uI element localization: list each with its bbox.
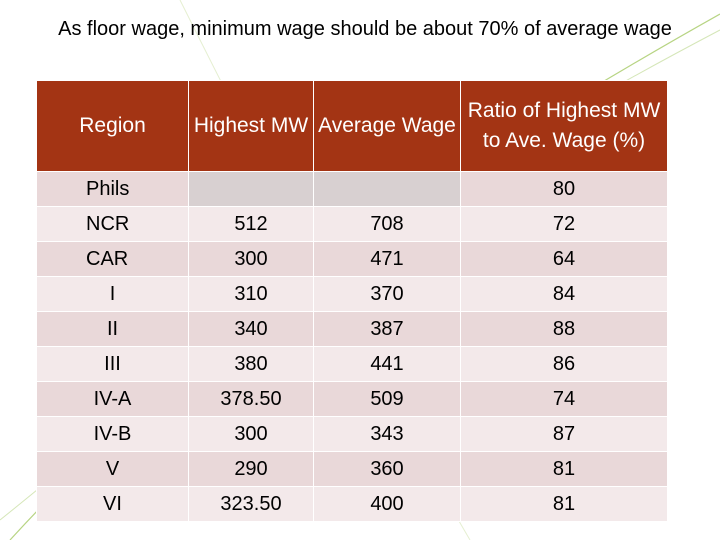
cell-highest-mw: 323.50 (188, 486, 314, 522)
cell-ratio: 87 (460, 416, 668, 452)
cell-highest-mw: 300 (188, 241, 314, 277)
slide-title: As floor wage, minimum wage should be ab… (58, 18, 672, 40)
table-row: V 290 360 81 (36, 451, 668, 487)
cell-ratio: 88 (460, 311, 668, 347)
cell-ratio: 80 (460, 171, 668, 207)
cell-region: I (36, 276, 189, 312)
table-row: VI 323.50 400 81 (36, 486, 668, 522)
cell-highest-mw: 340 (188, 311, 314, 347)
cell-ratio: 64 (460, 241, 668, 277)
table-row: IV-B 300 343 87 (36, 416, 668, 452)
cell-average-wage: 509 (313, 381, 461, 417)
cell-ratio: 81 (460, 486, 668, 522)
table-row: I 310 370 84 (36, 276, 668, 312)
table-row: NCR 512 708 72 (36, 206, 668, 242)
cell-average-wage: 370 (313, 276, 461, 312)
cell-ratio: 74 (460, 381, 668, 417)
header-region: Region (36, 80, 189, 172)
cell-region: NCR (36, 206, 189, 242)
cell-average-wage: 708 (313, 206, 461, 242)
cell-ratio: 86 (460, 346, 668, 382)
cell-average-wage: 360 (313, 451, 461, 487)
cell-average-wage: 400 (313, 486, 461, 522)
cell-highest-mw: 290 (188, 451, 314, 487)
table-header-row: Region Highest MW Average Wage Ratio of … (36, 80, 668, 172)
cell-average-wage: 471 (313, 241, 461, 277)
table-row: Phils 80 (36, 171, 668, 207)
header-average-wage: Average Wage (313, 80, 461, 172)
cell-region: II (36, 311, 189, 347)
wage-table: Region Highest MW Average Wage Ratio of … (36, 80, 668, 522)
cell-average-wage: 441 (313, 346, 461, 382)
cell-highest-mw: 300 (188, 416, 314, 452)
cell-region: III (36, 346, 189, 382)
header-highest-mw: Highest MW (188, 80, 314, 172)
cell-region: Phils (36, 171, 189, 207)
cell-region: IV-B (36, 416, 189, 452)
cell-highest-mw (188, 171, 314, 207)
cell-highest-mw: 310 (188, 276, 314, 312)
cell-ratio: 81 (460, 451, 668, 487)
cell-region: CAR (36, 241, 189, 277)
cell-highest-mw: 380 (188, 346, 314, 382)
table-row: II 340 387 88 (36, 311, 668, 347)
cell-highest-mw: 512 (188, 206, 314, 242)
cell-region: V (36, 451, 189, 487)
cell-ratio: 84 (460, 276, 668, 312)
cell-average-wage (313, 171, 461, 207)
header-ratio: Ratio of Highest MW to Ave. Wage (%) (460, 80, 668, 172)
cell-region: IV-A (36, 381, 189, 417)
cell-ratio: 72 (460, 206, 668, 242)
table-row: IV-A 378.50 509 74 (36, 381, 668, 417)
table-row: CAR 300 471 64 (36, 241, 668, 277)
cell-average-wage: 387 (313, 311, 461, 347)
cell-highest-mw: 378.50 (188, 381, 314, 417)
cell-average-wage: 343 (313, 416, 461, 452)
table-row: III 380 441 86 (36, 346, 668, 382)
cell-region: VI (36, 486, 189, 522)
